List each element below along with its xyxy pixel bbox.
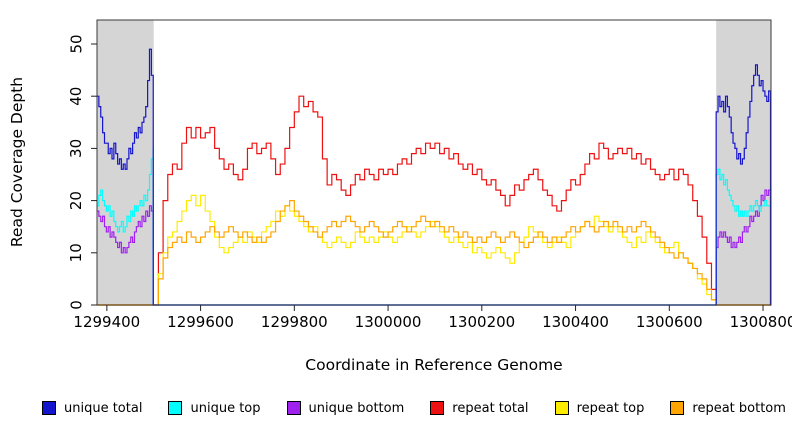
series-line-repeat-total [97,95,771,306]
y-axis-title: Read Coverage Depth [8,77,26,247]
x-tick-label: 1300200 [448,313,515,331]
legend-swatch-repeat-total [430,401,445,415]
legend-swatch-unique-top [168,401,183,415]
legend-item: repeat top [554,400,645,416]
legend-item: unique top [168,400,261,416]
shaded-region-layer [97,20,771,305]
x-tick-label: 1300000 [355,313,422,331]
x-tick-label: 1299600 [167,313,234,331]
legend-item-label: repeat top [576,400,645,416]
legend-swatch-repeat-top [554,401,569,415]
y-tick-label: 10 [67,243,85,262]
legend: unique total unique top unique bottom repea… [42,397,786,419]
y-tick-label: 30 [67,139,85,158]
series-line-repeat-bottom [97,200,771,306]
coverage-plot: 1299400 1299600 1299800 1300000 1300200 13004… [8,19,792,374]
x-tick-label: 1299400 [73,313,140,331]
x-tick-label: 1299800 [261,313,328,331]
legend-item: unique total [42,401,142,416]
x-axis-title: Coordinate in Reference Genome [305,356,562,374]
legend-item: repeat total [430,400,529,416]
shaded-region [716,20,771,305]
series-line-unique-top [97,148,772,306]
legend-item: repeat bottom [670,401,786,416]
y-tick-label: 50 [67,34,85,53]
x-tick-label: 1300600 [636,313,703,331]
legend-item-label: unique total [64,400,143,416]
y-tick-label: 20 [67,191,85,210]
y-tick-label: 40 [67,87,85,106]
series-line-layer [97,48,772,306]
legend-item-label: unique bottom [308,400,405,416]
legend-swatch-unique-total [42,401,56,415]
legend-swatch-unique-bottom [286,401,301,415]
series-line-repeat-top [97,194,771,306]
legend-item-label: unique top [190,400,261,416]
x-tick-label: 1300400 [542,313,609,331]
shaded-region [97,20,154,305]
legend-item: unique bottom [286,400,405,416]
y-tick-label: 0 [67,300,85,310]
series-line-unique-total [97,48,772,306]
x-tick-label: 1300800 [730,313,792,331]
tick-layer: 1299400 1299600 1299800 1300000 1300200 13004… [67,34,792,331]
legend-swatch-repeat-bottom [670,401,685,415]
legend-item-label: repeat bottom [692,400,786,416]
plot-border [96,19,772,306]
legend-item-label: repeat total [452,400,529,416]
